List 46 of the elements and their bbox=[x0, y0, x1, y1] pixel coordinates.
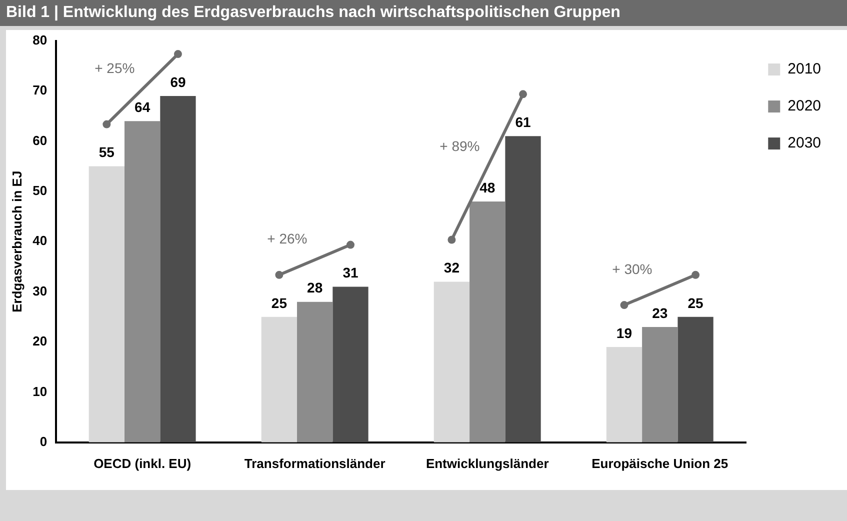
legend-label: 2030 bbox=[788, 134, 822, 152]
bar bbox=[505, 136, 541, 442]
annotation: + 89% bbox=[440, 138, 480, 154]
bar bbox=[297, 302, 333, 442]
bar bbox=[606, 347, 642, 442]
y-tick-label: 80 bbox=[32, 32, 48, 48]
annotation: + 30% bbox=[612, 260, 652, 277]
y-tick-label: 40 bbox=[32, 233, 48, 248]
chart-title: Bild 1 | Entwicklung des Erdgasverbrauchs nach wirtschaftspolitischen Gruppen bbox=[0, 0, 847, 26]
data-label: 31 bbox=[342, 264, 358, 281]
bar bbox=[434, 282, 470, 442]
legend-label: 2010 bbox=[788, 60, 822, 78]
bar bbox=[332, 286, 368, 442]
x-tick-label: Entwicklungsländer bbox=[426, 456, 549, 471]
bar bbox=[470, 201, 506, 442]
y-tick-label: 70 bbox=[32, 82, 48, 98]
y-tick-label: 10 bbox=[32, 384, 48, 399]
legend-label: 2020 bbox=[788, 98, 822, 115]
data-label: 69 bbox=[170, 74, 186, 90]
y-tick-label: 20 bbox=[32, 334, 48, 349]
x-tick-label: Transformationsländer bbox=[244, 456, 386, 471]
y-tick-label: 0 bbox=[40, 434, 48, 449]
data-label: 64 bbox=[134, 98, 150, 115]
y-tick-label: 50 bbox=[32, 182, 48, 198]
data-label: 25 bbox=[271, 294, 288, 311]
data-label: 28 bbox=[307, 280, 323, 296]
y-axis-title: Erdgasverbrauch in EJ bbox=[9, 170, 24, 312]
data-label: 55 bbox=[98, 144, 115, 160]
data-label: 19 bbox=[616, 324, 632, 341]
y-tick-label: 60 bbox=[32, 132, 48, 148]
data-label: 32 bbox=[444, 260, 460, 276]
bar bbox=[124, 121, 160, 442]
data-label: 25 bbox=[688, 294, 704, 311]
bar bbox=[642, 326, 678, 442]
x-tick-label: Europäische Union 25 bbox=[592, 456, 728, 471]
x-tick-label: OECD (inkl. EU) bbox=[94, 456, 192, 471]
y-tick-label: 30 bbox=[32, 283, 48, 298]
bar bbox=[160, 96, 196, 442]
annotation: + 26% bbox=[267, 230, 308, 247]
data-label: 48 bbox=[480, 179, 496, 196]
data-label: 61 bbox=[515, 114, 532, 130]
annotation: + 25% bbox=[94, 60, 135, 76]
data-label: 23 bbox=[652, 304, 668, 321]
bar bbox=[88, 166, 124, 442]
bar bbox=[261, 316, 298, 442]
bar bbox=[678, 316, 714, 442]
